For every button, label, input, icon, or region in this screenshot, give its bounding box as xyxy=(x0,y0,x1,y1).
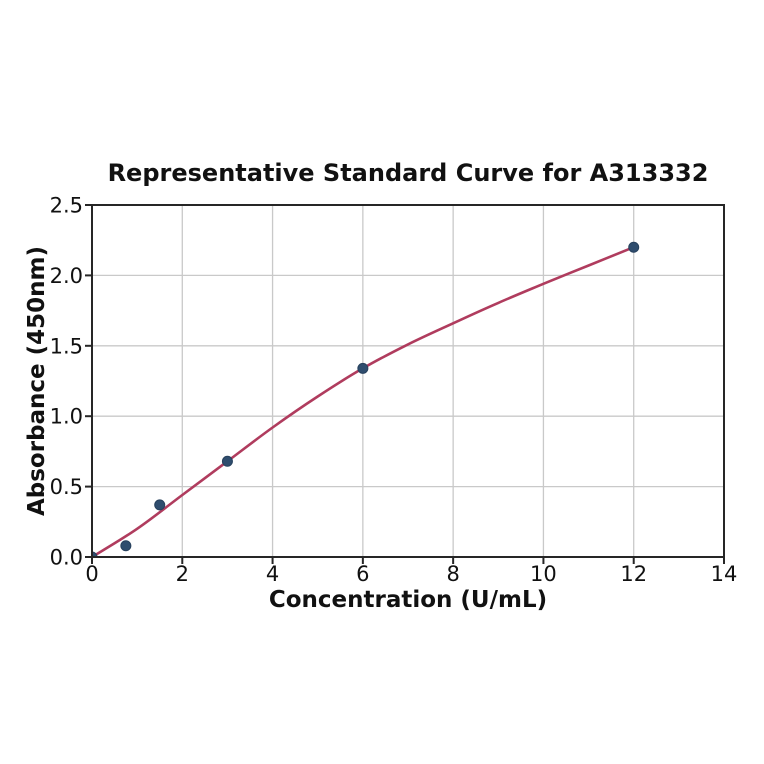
y-tick-label: 1.0 xyxy=(50,405,83,429)
data-point xyxy=(628,241,640,253)
y-tick-label: 1.5 xyxy=(50,334,83,358)
data-point xyxy=(154,499,166,511)
data-point xyxy=(357,362,369,374)
x-tick-label: 2 xyxy=(176,562,189,586)
x-tick-label: 12 xyxy=(620,562,647,586)
x-axis-label: Concentration (U/mL) xyxy=(269,587,547,613)
axes-spines xyxy=(91,204,725,558)
y-tick-label: 2.5 xyxy=(50,194,83,218)
y-tick-label: 0.5 xyxy=(50,475,83,499)
x-tick-label: 0 xyxy=(85,562,98,586)
y-tick-label: 2.0 xyxy=(50,264,83,288)
data-point xyxy=(120,540,132,552)
x-tick-label: 10 xyxy=(530,562,557,586)
tick-marks xyxy=(85,204,725,564)
data-point xyxy=(92,551,98,557)
y-axis-label: Absorbance (450nm) xyxy=(24,246,50,516)
x-tick-label: 6 xyxy=(356,562,369,586)
x-tick-label: 14 xyxy=(711,562,738,586)
y-tick-label: 0.0 xyxy=(50,546,83,570)
data-series xyxy=(92,241,640,557)
plot-area xyxy=(92,205,724,557)
chart-title: Representative Standard Curve for A31333… xyxy=(108,159,709,187)
x-tick-label: 4 xyxy=(266,562,279,586)
data-point xyxy=(221,455,233,467)
tick-labels: 0 2 4 6 8 10 12 14 0.0 0.5 1.0 1.5 2.0 2.5 xyxy=(50,194,738,587)
x-tick-label: 8 xyxy=(446,562,459,586)
gridlines xyxy=(92,205,724,557)
